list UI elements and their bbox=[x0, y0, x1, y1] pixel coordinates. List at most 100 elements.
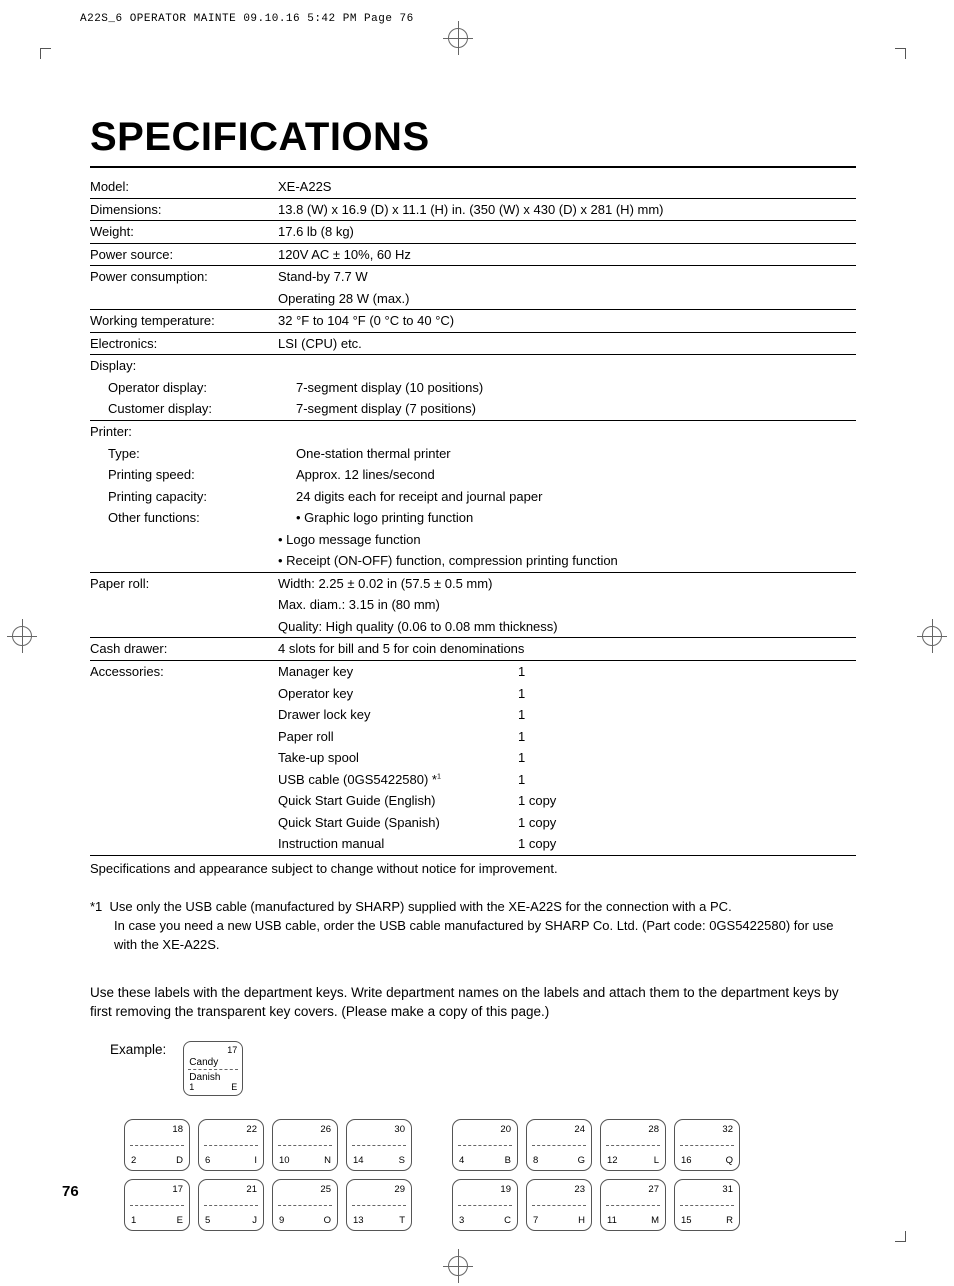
spec-value: 13.8 (W) x 16.9 (D) x 11.1 (H) in. (350 … bbox=[278, 201, 856, 219]
spec-label: Printing speed: bbox=[90, 466, 296, 484]
keycap-botright: H bbox=[578, 1215, 585, 1226]
page-number: 76 bbox=[62, 1183, 79, 1200]
keycap-topnum: 25 bbox=[320, 1184, 331, 1195]
spec-table: Model:XE-A22S Dimensions:13.8 (W) x 16.9… bbox=[90, 176, 856, 856]
accessory-qty: 1 bbox=[518, 771, 598, 789]
keycap: 21 5 J bbox=[198, 1179, 264, 1231]
example-label: Example: bbox=[110, 1038, 166, 1057]
instructions-text: Use these labels with the department key… bbox=[90, 983, 856, 1022]
footnote-change: Specifications and appearance subject to… bbox=[90, 860, 856, 878]
spec-value: LSI (CPU) etc. bbox=[278, 335, 856, 353]
crop-mark-icon bbox=[922, 626, 942, 646]
accessory-row: Quick Start Guide (Spanish)1 copy bbox=[90, 812, 856, 834]
keycap-topnum: 19 bbox=[500, 1184, 511, 1195]
keycap-botright: R bbox=[726, 1215, 733, 1226]
accessory-qty: 1 bbox=[518, 749, 598, 767]
key-column: 204B193C bbox=[452, 1119, 518, 1231]
footnote-prefix: *1 bbox=[90, 899, 102, 914]
crop-mark-icon bbox=[448, 28, 468, 48]
spec-value: One-station thermal printer bbox=[296, 445, 856, 463]
keycap-botleft: 13 bbox=[353, 1215, 364, 1226]
keycap: 182D bbox=[124, 1119, 190, 1171]
spec-label: Printing capacity: bbox=[90, 488, 296, 506]
example-row: Example: 17 Candy Danish 1 E bbox=[110, 1038, 856, 1099]
spec-value: 7-segment display (7 positions) bbox=[296, 400, 856, 418]
spec-label: Display: bbox=[90, 357, 278, 375]
accessory-name: Operator key bbox=[278, 685, 518, 703]
accessory-qty: 1 copy bbox=[518, 792, 598, 810]
key-column: 2812L2711M bbox=[600, 1119, 666, 1231]
keycap-botright: M bbox=[651, 1215, 659, 1226]
accessory-qty: 1 bbox=[518, 728, 598, 746]
spec-label: Power consumption: bbox=[90, 268, 278, 286]
page: A22S_6 OPERATOR MAINTE 09.10.16 5:42 PM … bbox=[0, 0, 954, 1286]
accessory-name: Manager key bbox=[278, 663, 518, 681]
keycap-botleft: 16 bbox=[681, 1155, 692, 1166]
keycap-topnum: 18 bbox=[172, 1124, 183, 1135]
keycap-botleft: 9 bbox=[279, 1215, 284, 1226]
spec-value: • Graphic logo printing function bbox=[296, 509, 856, 527]
spec-label: Customer display: bbox=[90, 400, 296, 418]
spec-value: 17.6 lb (8 kg) bbox=[278, 223, 856, 241]
keycap-botright: T bbox=[399, 1215, 405, 1226]
spec-label: Other functions: bbox=[90, 509, 296, 527]
crop-mark-icon bbox=[448, 1256, 468, 1276]
accessory-row: Instruction manual1 copy bbox=[90, 833, 856, 856]
keycap-botleft: 1 bbox=[131, 1215, 136, 1226]
keycap-botleft: 14 bbox=[353, 1155, 364, 1166]
accessory-qty: 1 bbox=[518, 663, 598, 681]
keycap-botright: J bbox=[252, 1215, 257, 1226]
keycap: 19 3 C bbox=[452, 1179, 518, 1231]
accessory-name: Instruction manual bbox=[278, 835, 518, 853]
spec-value: XE-A22S bbox=[278, 178, 856, 196]
footnote-usb: *1 Use only the USB cable (manufactured … bbox=[90, 898, 856, 955]
spec-value: Stand-by 7.7 W bbox=[278, 268, 856, 286]
accessory-name: Quick Start Guide (English) bbox=[278, 792, 518, 810]
keycap-botright: I bbox=[254, 1155, 257, 1166]
keycap-topnum: 17 bbox=[172, 1184, 183, 1195]
keycap-botleft: 12 bbox=[607, 1155, 618, 1166]
keycap-botleft: 4 bbox=[459, 1155, 464, 1166]
accessory-name: Drawer lock key bbox=[278, 706, 518, 724]
corner-mark-icon bbox=[895, 1231, 906, 1242]
key-column: 248G 237H bbox=[526, 1119, 592, 1231]
keycap-toptext: Candy bbox=[189, 1057, 218, 1068]
keycap-botleft: 3 bbox=[459, 1215, 464, 1226]
spec-value: Max. diam.: 3.15 in (80 mm) bbox=[278, 596, 856, 614]
corner-mark-icon bbox=[40, 48, 51, 59]
keycap: 171E bbox=[124, 1179, 190, 1231]
keycap-topnum: 32 bbox=[722, 1124, 733, 1135]
keycap: 248G bbox=[526, 1119, 592, 1171]
keycap: 3014S bbox=[346, 1119, 412, 1171]
accessory-qty: 1 bbox=[518, 706, 598, 724]
key-column: 3216Q3115R bbox=[674, 1119, 740, 1231]
spec-label: Accessories: bbox=[90, 663, 278, 681]
footnote-line: Use only the USB cable (manufactured by … bbox=[110, 899, 732, 914]
keycap-botright: E bbox=[231, 1082, 237, 1092]
spec-value: 24 digits each for receipt and journal p… bbox=[296, 488, 856, 506]
accessory-row: Take-up spool1 bbox=[90, 747, 856, 769]
footnote-line: In case you need a new USB cable, order … bbox=[90, 917, 856, 955]
keycap-botleft: 5 bbox=[205, 1215, 210, 1226]
keycap-botleft: 11 bbox=[607, 1215, 617, 1226]
spec-label: Type: bbox=[90, 445, 296, 463]
spec-label: Cash drawer: bbox=[90, 640, 278, 658]
spec-value: 32 °F to 104 °F (0 °C to 40 °C) bbox=[278, 312, 856, 330]
keycap-topnum: 21 bbox=[246, 1184, 257, 1195]
spec-value: Quality: High quality (0.06 to 0.08 mm t… bbox=[278, 618, 856, 636]
keycap-botright: C bbox=[504, 1215, 511, 1226]
accessory-row: Quick Start Guide (English)1 copy bbox=[90, 790, 856, 812]
example-keycap: 17 Candy Danish 1 E bbox=[183, 1041, 243, 1096]
accessory-name: Paper roll bbox=[278, 728, 518, 746]
accessory-row: Operator key1 bbox=[90, 683, 856, 705]
accessory-name: Take-up spool bbox=[278, 749, 518, 767]
keycap-botright: B bbox=[505, 1155, 511, 1166]
keycap-topnum: 29 bbox=[394, 1184, 405, 1195]
key-column: 226I215J bbox=[198, 1119, 264, 1231]
key-column: 182D171E bbox=[124, 1119, 190, 1231]
keygrid-left: 182D171E226I215J2610N259O3014S2913T bbox=[124, 1119, 412, 1231]
keycap-topnum: 22 bbox=[246, 1124, 257, 1135]
spec-value: Operating 28 W (max.) bbox=[278, 290, 856, 308]
keycap: 237H bbox=[526, 1179, 592, 1231]
accessory-qty: 1 copy bbox=[518, 835, 598, 853]
